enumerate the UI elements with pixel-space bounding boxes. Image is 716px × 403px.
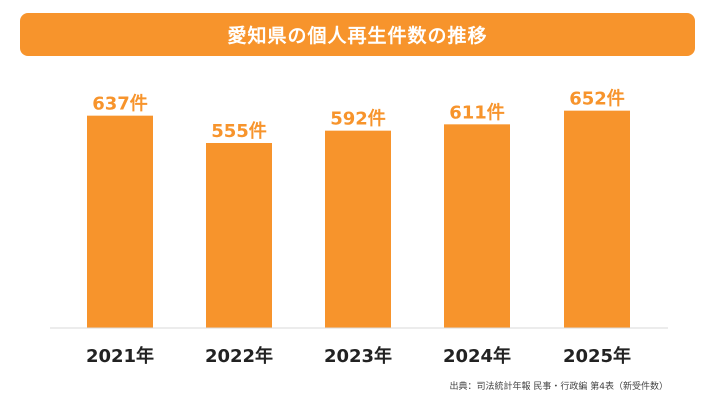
category-label-3: 2024年	[443, 345, 511, 367]
value-label-3: 611件	[449, 101, 505, 123]
bar-1	[206, 143, 272, 328]
category-label-2: 2023年	[324, 345, 392, 367]
value-label-4: 652件	[569, 88, 625, 110]
value-label-2: 592件	[330, 108, 386, 130]
bar-4	[564, 110, 630, 329]
value-label-1: 555件	[211, 120, 267, 142]
category-label-4: 2025年	[563, 345, 631, 367]
bar-3	[444, 124, 510, 328]
bar-2	[325, 130, 391, 328]
value-label-0: 637件	[92, 93, 148, 115]
chart-title: 愛知県の個人再生件数の推移	[227, 25, 488, 47]
category-label-1: 2022年	[205, 345, 273, 367]
category-label-0: 2021年	[86, 345, 154, 367]
bar-0	[87, 115, 153, 329]
source-note: 出典：司法統計年報 民事・行政編 第4表（新受件数）	[449, 382, 668, 392]
chart-title-bar: 愛知県の個人再生件数の推移	[20, 13, 695, 56]
